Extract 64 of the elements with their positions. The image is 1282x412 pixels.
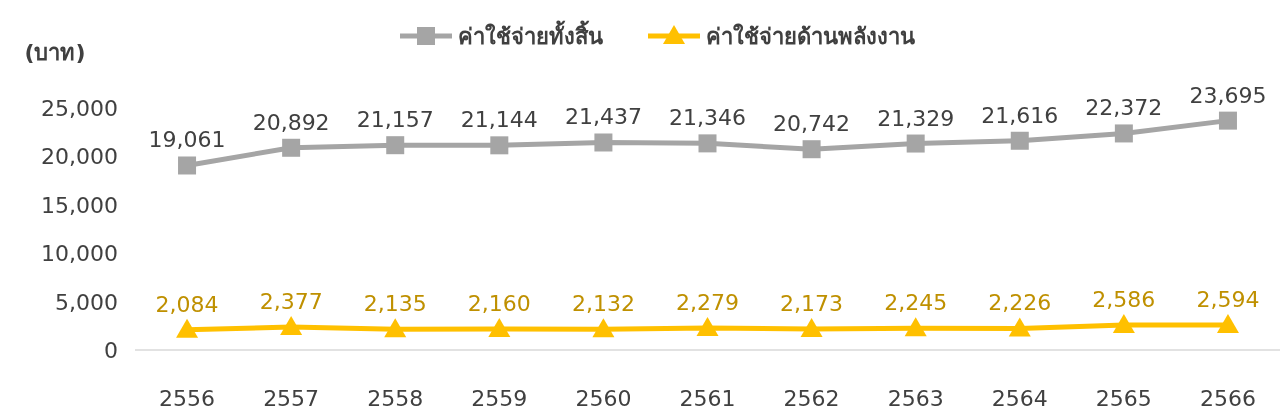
- legend-label: ค่าใช้จ่ายทั้งสิ้น: [458, 20, 603, 49]
- data-label: 2,135: [363, 291, 427, 317]
- data-label: 2,173: [780, 290, 844, 316]
- data-label: 22,372: [1085, 95, 1163, 121]
- data-label: 21,346: [669, 105, 746, 131]
- data-label: 20,892: [252, 109, 330, 135]
- point: [800, 317, 823, 337]
- y-tick-label: 25,000: [41, 96, 118, 121]
- point: [1216, 313, 1239, 333]
- x-tick-label: 2560: [575, 386, 632, 411]
- x-tick-label: 2564: [991, 386, 1048, 411]
- x-tick-label: 2558: [367, 386, 424, 411]
- data-label: 21,144: [460, 107, 538, 133]
- y-tick-label: 10,000: [41, 241, 118, 267]
- data-label: 20,742: [773, 111, 851, 137]
- y-tick-label: 0: [104, 338, 118, 363]
- x-tick-label: 2556: [159, 386, 216, 411]
- data-label: 2,594: [1196, 286, 1260, 312]
- data-label: 19,061: [148, 127, 226, 153]
- x-tick-label: 2563: [887, 386, 944, 411]
- point: [488, 318, 511, 338]
- data-label: 23,695: [1189, 82, 1267, 108]
- data-label: 21,437: [564, 104, 642, 130]
- x-tick-label: 2566: [1199, 386, 1256, 411]
- point: [1010, 131, 1029, 150]
- data-label: 2,245: [884, 290, 948, 316]
- x-tick-label: 2561: [679, 386, 736, 411]
- data-label: 21,329: [877, 105, 955, 131]
- y-tick-label: 5,000: [55, 289, 118, 315]
- x-tick-label: 2562: [783, 386, 840, 411]
- point: [178, 156, 197, 175]
- data-label: 2,226: [988, 290, 1052, 316]
- data-label: 2,160: [467, 291, 531, 317]
- data-label: 2,084: [155, 291, 219, 317]
- data-label: 2,586: [1092, 286, 1156, 312]
- point: [594, 133, 613, 152]
- point: [904, 317, 927, 337]
- x-tick-label: 2565: [1095, 386, 1152, 411]
- point: [1112, 313, 1135, 333]
- data-label: 21,157: [356, 107, 434, 133]
- point: [906, 134, 925, 153]
- point: [386, 136, 405, 155]
- data-label: 21,616: [981, 102, 1059, 128]
- point: [1114, 124, 1133, 143]
- point: [696, 316, 719, 336]
- point: [490, 136, 509, 155]
- point: [176, 318, 199, 338]
- point: [698, 134, 717, 153]
- y-tick-label: 20,000: [41, 144, 118, 170]
- x-tick-label: 2557: [263, 386, 320, 411]
- point: [802, 140, 821, 159]
- point: [592, 318, 615, 338]
- data-label: 2,279: [676, 289, 739, 315]
- point: [384, 318, 407, 338]
- point: [1218, 111, 1237, 130]
- legend-label: ค่าใช้จ่ายด้านพลังงาน: [706, 23, 915, 49]
- point: [1008, 317, 1031, 337]
- point: [282, 138, 301, 157]
- point: [280, 315, 303, 335]
- y-axis-title: (บาท): [24, 40, 86, 65]
- data-label: 2,132: [571, 291, 635, 317]
- x-tick-label: 2559: [471, 386, 528, 411]
- y-tick-label: 15,000: [41, 192, 118, 218]
- data-label: 2,377: [259, 288, 323, 314]
